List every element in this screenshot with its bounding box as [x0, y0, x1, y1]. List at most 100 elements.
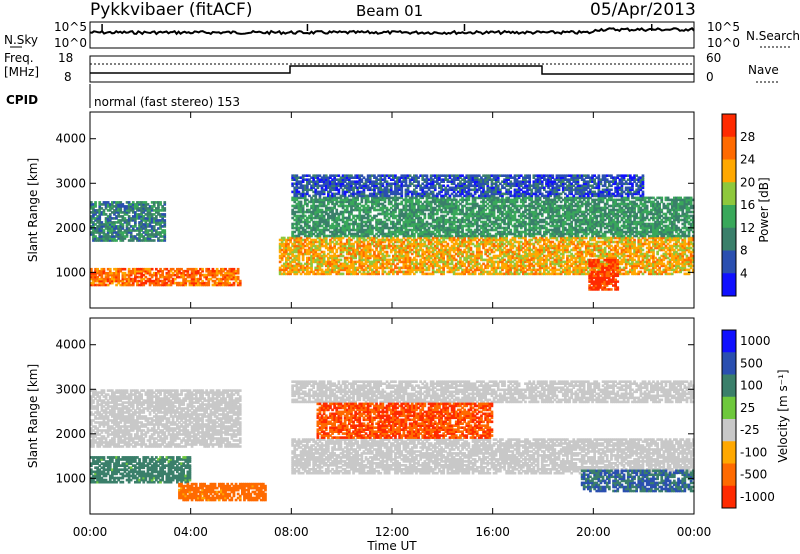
heat-cell — [295, 228, 299, 232]
heat-cell — [559, 258, 563, 262]
heat-cell — [318, 248, 322, 252]
heat-cell — [377, 240, 380, 244]
heat-cell — [471, 270, 475, 274]
heat-cell — [601, 236, 605, 240]
heat-cell — [639, 260, 643, 264]
heat-cell — [121, 227, 125, 230]
heat-cell — [689, 240, 693, 244]
heat-cell — [404, 250, 408, 254]
heat-cell — [222, 283, 225, 287]
heat-cell — [161, 213, 164, 216]
heat-cell — [329, 244, 332, 248]
heat-cell — [364, 244, 368, 248]
heat-cell — [524, 266, 527, 270]
heat-cell — [436, 200, 439, 204]
heat-cell — [144, 227, 148, 230]
heat-cell — [333, 246, 336, 250]
heat-cell — [295, 202, 299, 206]
heat-cell — [113, 231, 116, 234]
heat-cell — [138, 239, 141, 242]
heat-cell — [157, 231, 160, 234]
heat-cell — [387, 266, 391, 270]
heat-cell — [366, 204, 370, 208]
heat-cell — [687, 262, 691, 266]
heat-cell — [664, 254, 668, 258]
heat-cell — [599, 236, 603, 240]
heat-cell — [310, 228, 313, 232]
heat-cell — [501, 236, 504, 240]
heat-cell — [127, 283, 131, 287]
heat-cell — [587, 246, 590, 250]
heat-cell — [360, 226, 364, 230]
heat-cell — [106, 239, 110, 242]
heat-cell — [119, 221, 123, 224]
heat-cell — [335, 198, 339, 202]
heat-cell — [368, 238, 372, 242]
heat-cell — [413, 264, 416, 268]
heat-cell — [427, 222, 431, 226]
heat-cell — [104, 279, 108, 283]
heat-cell — [335, 248, 339, 252]
heat-cell — [117, 215, 120, 218]
heat-cell — [148, 235, 152, 238]
heat-cell — [568, 244, 571, 248]
heat-cell — [125, 207, 129, 210]
heat-cell — [167, 277, 171, 281]
heat-cell — [111, 201, 114, 204]
heat-cell — [354, 198, 357, 202]
heat-cell — [375, 220, 378, 224]
heat-cell — [545, 260, 548, 264]
heat-cell — [329, 224, 332, 228]
heat-cell — [308, 200, 311, 204]
heat-cell — [226, 273, 229, 277]
heat-cell — [213, 279, 217, 283]
heat-cell — [450, 208, 454, 212]
heat-cell — [134, 219, 137, 222]
heat-cell — [431, 206, 435, 210]
heat-cell — [345, 242, 349, 246]
heat-cell — [398, 260, 401, 264]
heat-cell — [188, 273, 192, 277]
heat-cell — [333, 266, 336, 270]
heat-cell — [450, 230, 454, 234]
heat-cell — [452, 270, 456, 274]
heat-cell — [488, 238, 492, 242]
heat-cell — [199, 275, 202, 279]
heat-cell — [528, 248, 531, 252]
heat-cell — [140, 223, 143, 226]
heat-cell — [287, 264, 290, 268]
heat-cell — [368, 252, 372, 256]
heat-cell — [176, 271, 179, 275]
heat-cell — [318, 214, 322, 218]
heat-cell — [373, 200, 376, 204]
heat-cell — [471, 260, 475, 264]
heat-cell — [507, 252, 510, 256]
heat-cell — [352, 270, 355, 274]
heat-cell — [452, 268, 456, 272]
heat-cell — [339, 202, 343, 206]
heat-cell — [173, 277, 177, 281]
heat-cell — [375, 204, 378, 208]
heat-cell — [448, 224, 452, 228]
heat-cell — [421, 218, 425, 222]
heat-cell — [348, 232, 351, 236]
heat-cell — [419, 248, 422, 252]
heat-cell — [490, 258, 494, 262]
heat-cell — [163, 207, 167, 210]
heat-cell — [415, 228, 418, 232]
heat-cell — [345, 196, 349, 200]
heat-cell — [350, 246, 353, 250]
heat-cell — [515, 270, 519, 274]
heat-cell — [303, 220, 307, 224]
heat-cell — [463, 236, 466, 240]
heat-cell — [299, 248, 303, 252]
heat-cell — [190, 275, 194, 279]
heat-cell — [433, 252, 437, 256]
heat-cell — [404, 244, 408, 248]
heat-cell — [543, 240, 546, 244]
heat-cell — [398, 220, 401, 224]
heat-cell — [415, 202, 418, 206]
heat-cell — [618, 256, 622, 260]
heat-cell — [431, 230, 435, 234]
heat-cell — [595, 248, 599, 252]
